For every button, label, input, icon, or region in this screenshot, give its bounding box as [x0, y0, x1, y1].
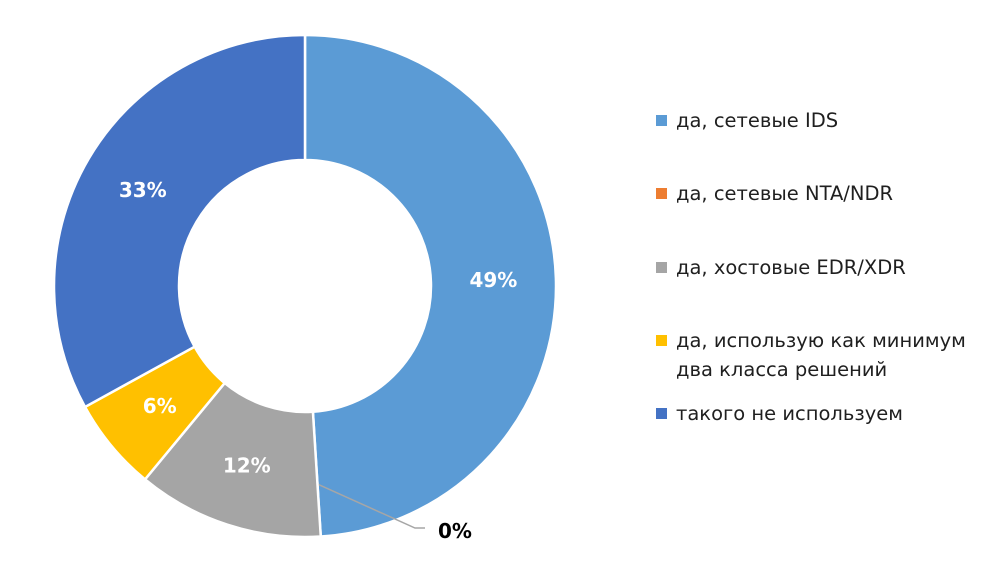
legend-swatch-nta-ndr — [656, 188, 667, 199]
legend-label-two-classes: да, использую как минимум два класса реш… — [676, 329, 966, 381]
data-label-two-classes: 6% — [143, 394, 177, 418]
legend-item-nta-ndr: да, сетевые NTA/NDR — [656, 179, 976, 208]
data-label-ids: 49% — [469, 268, 517, 292]
legend-swatch-edr-xdr — [656, 262, 667, 273]
legend-item-two-classes: да, использую как минимум два класса реш… — [656, 326, 976, 384]
legend-swatch-ids — [656, 115, 667, 126]
legend-item-edr-xdr: да, хостовые EDR/XDR — [656, 253, 976, 282]
legend-label-not-used: такого не используем — [676, 402, 903, 425]
donut-slice-ids — [303, 33, 558, 538]
leader-line-nta-ndr — [317, 483, 425, 529]
legend-item-not-used: такого не используем — [656, 399, 976, 428]
legend-label-ids: да, сетевые IDS — [676, 109, 839, 132]
legend-item-ids: да, сетевые IDS — [656, 106, 976, 135]
legend-label-nta-ndr: да, сетевые NTA/NDR — [676, 182, 894, 205]
legend-swatch-two-classes — [656, 335, 667, 346]
chart-legend: да, сетевые IDS да, сетевые NTA/NDR да, … — [656, 0, 976, 567]
data-label-nta-ndr: 0% — [438, 519, 472, 543]
data-label-edr-xdr: 12% — [223, 453, 271, 477]
data-label-not-used: 33% — [119, 178, 167, 202]
legend-swatch-not-used — [656, 408, 667, 419]
legend-label-edr-xdr: да, хостовые EDR/XDR — [676, 256, 906, 279]
donut-slice-not-used — [52, 33, 307, 409]
